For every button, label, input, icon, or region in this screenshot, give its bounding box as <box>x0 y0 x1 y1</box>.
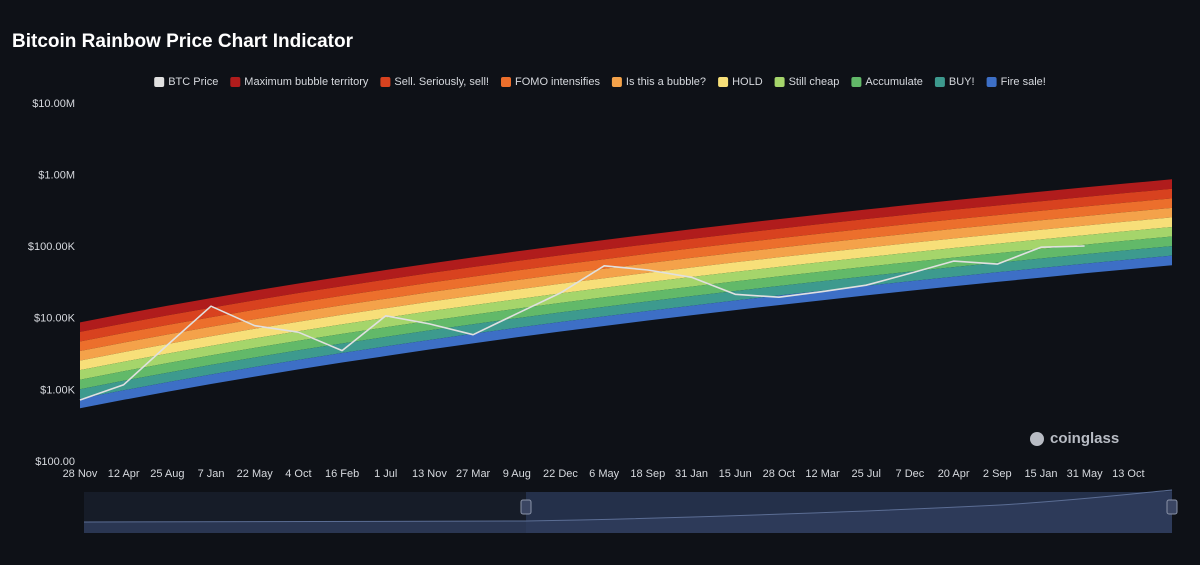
legend-swatch <box>611 77 622 87</box>
legend-item: Accumulate <box>851 76 923 88</box>
x-tick-label: 4 Oct <box>285 468 311 480</box>
legend-label: Still cheap <box>789 76 840 88</box>
legend-label: Accumulate <box>865 76 922 88</box>
band <box>80 198 1172 351</box>
legend-item: Is this a bubble? <box>611 76 706 88</box>
x-tick-label: 28 Oct <box>763 468 795 480</box>
band <box>80 179 1172 332</box>
x-tick-label: 12 Mar <box>805 468 840 480</box>
band <box>80 227 1172 380</box>
price-line <box>79 245 1085 401</box>
legend-item: FOMO intensifies <box>501 76 600 88</box>
legend-swatch <box>380 77 391 87</box>
x-tick-label: 6 May <box>589 468 619 480</box>
y-tick-label: $100.00K <box>28 241 76 253</box>
legend-item: BUY! <box>934 76 975 88</box>
y-tick-label: $1.00M <box>38 170 75 182</box>
x-tick-label: 1 Jul <box>374 468 397 480</box>
legend-swatch <box>851 77 862 87</box>
band <box>80 236 1172 390</box>
x-tick-label: 7 Dec <box>896 468 925 480</box>
legend-swatch <box>230 77 241 87</box>
legend-label: Sell. Seriously, sell! <box>394 76 489 88</box>
legend-item: BTC Price <box>154 76 218 88</box>
legend-label: FOMO intensifies <box>515 76 600 88</box>
x-tick-label: 9 Aug <box>503 468 531 480</box>
x-tick-label: 25 Aug <box>150 468 184 480</box>
slider-preview-line <box>83 489 1173 523</box>
y-tick-label: $100.00 <box>35 456 75 468</box>
zoom-slider[interactable] <box>83 489 1178 533</box>
x-tick-label: 20 Apr <box>938 468 970 480</box>
legend: BTC Price Maximum bubble territory Sell. S… <box>154 76 1046 88</box>
x-tick-label: 13 Oct <box>1112 468 1144 480</box>
legend-item: Fire sale! <box>986 76 1046 88</box>
x-tick-label: 31 May <box>1067 468 1104 480</box>
watermark-text: coinglass <box>1050 430 1119 447</box>
x-tick-label: 2 Sep <box>983 468 1012 480</box>
legend-item: Sell. Seriously, sell! <box>380 76 489 88</box>
x-tick-label: 25 Jul <box>852 468 881 480</box>
legend-item: Still cheap <box>774 76 840 88</box>
band <box>80 246 1172 399</box>
legend-swatch <box>501 77 511 87</box>
slider-handle-left[interactable] <box>520 499 532 515</box>
x-tick-label: 16 Feb <box>325 468 359 480</box>
legend-label: HOLD <box>732 76 763 88</box>
legend-swatch <box>986 77 997 87</box>
legend-item: HOLD <box>718 76 763 88</box>
legend-swatch <box>718 77 729 87</box>
band <box>80 188 1172 342</box>
legend-swatch <box>154 77 165 87</box>
plot-area: $100.00 $1.00K $10.00K $100.00K $1.00M $10.00… <box>28 98 1172 480</box>
y-tick-label: $10.00M <box>32 98 75 110</box>
x-tick-label: 28 Nov <box>63 468 98 480</box>
x-tick-label: 27 Mar <box>456 468 491 480</box>
legend-label: BTC Price <box>168 76 218 88</box>
legend-label: Is this a bubble? <box>626 76 706 88</box>
legend-swatch <box>774 77 785 87</box>
x-tick-label: 12 Apr <box>108 468 140 480</box>
band <box>80 255 1172 409</box>
slider-preview <box>84 490 1172 533</box>
x-tick-label: 22 May <box>237 468 274 480</box>
x-tick-label: 15 Jan <box>1024 468 1057 480</box>
x-tick-label: 18 Sep <box>630 468 665 480</box>
y-tick-label: $10.00K <box>34 313 76 325</box>
legend-item: Maximum bubble territory <box>230 76 369 88</box>
chart-title: Bitcoin Rainbow Price Chart Indicator <box>12 31 354 52</box>
band <box>80 207 1172 361</box>
legend-swatch <box>934 77 945 87</box>
y-tick-label: $1.00K <box>40 384 76 396</box>
x-tick-label: 31 Jan <box>675 468 708 480</box>
x-tick-label: 13 Nov <box>412 468 447 480</box>
x-tick-label: 22 Dec <box>543 468 578 480</box>
legend-label: Fire sale! <box>1001 76 1046 88</box>
watermark-icon <box>1030 432 1044 446</box>
x-tick-label: 7 Jan <box>198 468 225 480</box>
legend-label: Maximum bubble territory <box>244 76 369 88</box>
band <box>80 217 1172 371</box>
legend-label: BUY! <box>949 76 975 88</box>
x-tick-label: 15 Jun <box>719 468 752 480</box>
watermark: coinglass <box>1030 430 1119 447</box>
slider-handle-right[interactable] <box>1166 499 1178 515</box>
